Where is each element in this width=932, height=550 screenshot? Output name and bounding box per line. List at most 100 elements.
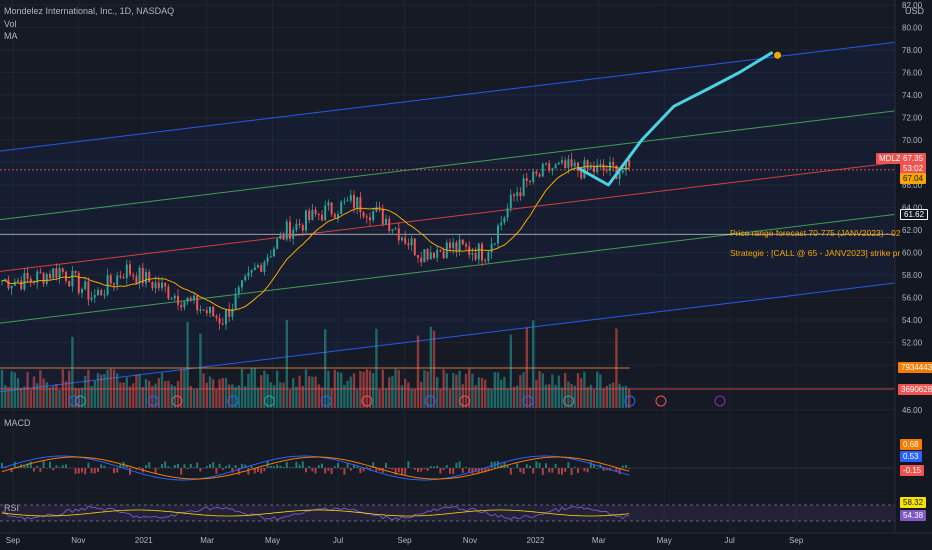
volume-bar xyxy=(276,370,279,408)
macd-histogram-bar xyxy=(388,468,391,469)
candle-body xyxy=(484,260,487,262)
macd-histogram-bar xyxy=(570,468,573,475)
macd-histogram-bar xyxy=(481,468,483,473)
volume-bar xyxy=(167,380,170,408)
candle-body xyxy=(554,164,557,169)
candle-body xyxy=(116,275,119,285)
macd-label[interactable]: MACD xyxy=(4,418,31,428)
candle-body xyxy=(141,267,144,284)
volume-bar xyxy=(260,375,263,408)
candle-body xyxy=(212,306,215,317)
volume-bar xyxy=(624,385,628,408)
macd-histogram-bar xyxy=(202,468,205,469)
volume-bar xyxy=(224,378,228,408)
volume-bar xyxy=(36,383,39,408)
candle-body xyxy=(173,295,176,299)
candle-body xyxy=(218,318,221,324)
volume-bar xyxy=(474,385,477,408)
volume-bar xyxy=(519,375,522,408)
candle-body xyxy=(493,243,496,245)
macd-histogram-bar xyxy=(397,468,400,473)
macd-histogram-bar xyxy=(36,465,39,468)
y-tick-label: 70.00 xyxy=(902,136,923,145)
macd-histogram-bar xyxy=(269,465,272,468)
macd-histogram-bar xyxy=(420,468,423,472)
candle-body xyxy=(353,195,355,208)
candle-body xyxy=(26,272,29,279)
macd-histogram-bar xyxy=(314,468,317,474)
volume-bar xyxy=(509,334,512,408)
volume-bar xyxy=(170,384,173,408)
macd-histogram-bar xyxy=(516,463,519,468)
candle-body xyxy=(20,280,23,290)
volume-bar xyxy=(391,376,394,408)
volume-bar xyxy=(349,376,352,408)
macd-histogram-bar xyxy=(253,468,256,474)
volume-bar xyxy=(468,368,471,408)
candle-body xyxy=(586,160,589,169)
macd-histogram-bar xyxy=(301,461,304,468)
y-tick-label: 54.00 xyxy=(902,316,923,325)
macd-histogram-bar xyxy=(327,468,330,471)
macd-histogram-bar xyxy=(519,468,522,473)
candle-body xyxy=(324,205,327,221)
macd-histogram-bar xyxy=(349,468,352,471)
macd-histogram-bar xyxy=(532,468,535,474)
candle-body xyxy=(551,168,554,171)
volume-bar xyxy=(64,381,68,408)
volume-bar xyxy=(586,387,589,408)
candle-body xyxy=(257,265,259,268)
volume-bar xyxy=(384,388,388,408)
candle-body xyxy=(74,270,77,273)
candle-body xyxy=(87,281,90,300)
volume-bar xyxy=(503,376,506,408)
macd-histogram-bar xyxy=(535,461,538,468)
macd-histogram-bar xyxy=(583,468,586,472)
candle-body xyxy=(260,265,263,272)
macd-histogram-bar xyxy=(263,468,266,472)
volume-bar xyxy=(247,374,250,408)
countdown-tag: 53:02 xyxy=(900,163,927,174)
ma-label[interactable]: MA xyxy=(4,31,18,41)
candle-body xyxy=(13,281,16,286)
candle-body xyxy=(541,163,544,177)
macd-histogram-bar xyxy=(385,462,387,468)
candle-body xyxy=(602,164,605,170)
macd-histogram-bar xyxy=(33,468,35,472)
volume-bar xyxy=(218,379,221,408)
volume-bar xyxy=(250,368,253,408)
volume-bar xyxy=(13,372,16,408)
volume-bar xyxy=(29,389,32,408)
y-tick-label: 72.00 xyxy=(902,114,923,123)
volume-bar xyxy=(439,389,442,408)
volume-bar xyxy=(317,384,320,408)
volume-bar xyxy=(80,387,84,408)
y-tick-label: 56.00 xyxy=(902,294,923,303)
candle-body xyxy=(138,267,141,284)
macd-histogram-bar xyxy=(621,465,624,468)
forecast-end-marker xyxy=(774,51,782,59)
macd-histogram-bar xyxy=(186,468,189,470)
x-tick-label: Sep xyxy=(397,536,412,545)
event-marker xyxy=(522,395,534,407)
candle-body xyxy=(522,178,525,197)
rsi-label[interactable]: RSI xyxy=(4,503,20,513)
macd-histogram-bar xyxy=(618,468,621,475)
macd-histogram-bar xyxy=(145,465,147,468)
macd-histogram-bar xyxy=(221,468,224,471)
macd-histogram-bar xyxy=(538,463,541,468)
volume-bar xyxy=(356,389,359,408)
volume-bar xyxy=(135,374,138,408)
volume-bar xyxy=(74,388,77,408)
macd-histogram-bar xyxy=(305,468,307,473)
macd-histogram-bar xyxy=(205,466,208,468)
x-tick-label: Jul xyxy=(333,536,343,545)
volume-bar xyxy=(573,385,576,408)
volume-bar xyxy=(93,380,96,408)
vol-label[interactable]: Vol xyxy=(4,19,17,29)
event-marker xyxy=(263,395,275,407)
volume-bar xyxy=(279,382,282,408)
volume-bar xyxy=(346,380,349,408)
macd-histogram-bar xyxy=(273,466,275,468)
